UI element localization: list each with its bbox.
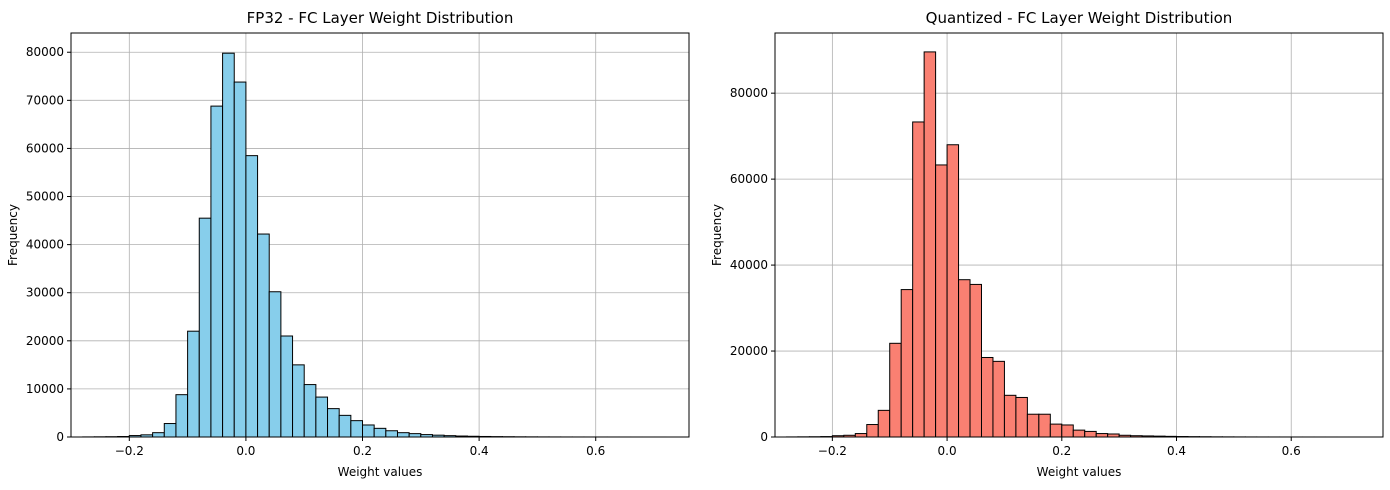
- histogram-bar: [268, 291, 282, 438]
- histogram-bar: [362, 424, 375, 438]
- histogram-bar: [198, 217, 212, 438]
- histogram-bar: [175, 394, 189, 438]
- y-tick-label: 40000: [730, 258, 768, 272]
- grid: [775, 33, 1383, 438]
- x-tick-label: 0.0: [236, 444, 255, 458]
- histogram-bar: [1003, 394, 1017, 438]
- histogram-bar: [315, 396, 329, 438]
- histogram-bar: [327, 408, 340, 438]
- histogram-bar: [889, 342, 902, 438]
- histogram-bar: [854, 433, 868, 438]
- x-axis-label: Weight values: [1037, 465, 1122, 479]
- histogram-bar: [1095, 433, 1109, 438]
- histogram-bar: [338, 414, 352, 438]
- histogram-bar: [385, 430, 398, 438]
- histogram-bar: [958, 279, 971, 438]
- x-tick-label: 0.4: [470, 444, 489, 458]
- y-tick-label: 60000: [26, 141, 64, 155]
- histogram-bar: [1061, 424, 1074, 438]
- x-tick-label: 0.6: [1282, 444, 1301, 458]
- histogram-bar: [280, 335, 294, 438]
- grid: [71, 33, 689, 438]
- histogram-bar: [969, 283, 982, 438]
- x-tick-label: −0.2: [818, 444, 847, 458]
- y-tick-label: 60000: [730, 172, 768, 186]
- histogram-bar: [373, 427, 387, 438]
- y-tick-label: 50000: [26, 190, 64, 204]
- axes-frame: [70, 32, 690, 438]
- y-tick-label: 20000: [26, 334, 64, 348]
- y-axis-label: Frequency: [710, 204, 724, 266]
- histogram-bar: [350, 420, 364, 438]
- x-axis-label: Weight values: [338, 465, 423, 479]
- histogram-bars: [785, 51, 1361, 438]
- y-ticks: 0 20000 40000 60000 80000: [730, 86, 775, 444]
- histogram-bar: [1015, 396, 1028, 438]
- histogram-bar: [1084, 430, 1097, 438]
- x-tick-label: 0.2: [1052, 444, 1071, 458]
- histogram-bar: [1072, 429, 1086, 438]
- histogram-bars: [82, 52, 667, 438]
- chart-fp32: FP32 - FC Layer Weight Distribution Weig…: [6, 9, 690, 479]
- y-ticks: 0 10000 20000 30000 40000 50000 60000 70000 8000…: [26, 45, 71, 444]
- histogram-bar: [980, 356, 994, 438]
- histogram-bar: [396, 432, 410, 438]
- histogram-bar: [992, 360, 1005, 438]
- histogram-bar: [257, 233, 270, 438]
- chart-quantized: Quantized - FC Layer Weight Distribution…: [710, 9, 1384, 479]
- x-ticks: −0.2 0.0 0.2 0.4 0.6: [115, 437, 605, 458]
- histogram-bar: [222, 52, 235, 438]
- histogram-bar: [923, 51, 937, 438]
- histogram-bar: [1049, 423, 1063, 438]
- histogram-bar: [292, 364, 305, 438]
- histogram-bar: [245, 155, 259, 438]
- x-ticks: −0.2 0.0 0.2 0.4 0.6: [818, 437, 1301, 458]
- histogram-bar: [210, 105, 224, 438]
- histogram-bar: [935, 164, 948, 438]
- histogram-bar: [187, 330, 200, 438]
- histogram-bar: [303, 384, 317, 438]
- y-tick-label: 80000: [730, 86, 768, 100]
- histogram-bar: [163, 423, 177, 438]
- chart-title: FP32 - FC Layer Weight Distribution: [247, 9, 514, 27]
- chart-title: Quantized - FC Layer Weight Distribution: [926, 9, 1233, 27]
- histogram-bar: [233, 81, 247, 438]
- axes-frame: [774, 32, 1384, 438]
- y-tick-label: 70000: [26, 93, 64, 107]
- histogram-bar: [1026, 413, 1040, 438]
- histogram-bar: [877, 409, 891, 438]
- histogram-bar: [946, 144, 960, 438]
- y-tick-label: 0: [760, 430, 768, 444]
- y-tick-label: 40000: [26, 238, 64, 252]
- histogram-bar: [152, 432, 165, 438]
- histogram-bar: [866, 424, 879, 438]
- histogram-bar: [900, 289, 914, 438]
- y-tick-label: 0: [56, 430, 64, 444]
- x-tick-label: 0.4: [1167, 444, 1186, 458]
- y-tick-label: 80000: [26, 45, 64, 59]
- y-tick-label: 20000: [730, 344, 768, 358]
- y-tick-label: 10000: [26, 382, 64, 396]
- x-tick-label: 0.6: [586, 444, 605, 458]
- x-tick-label: −0.2: [115, 444, 144, 458]
- histogram-bar: [1038, 413, 1051, 438]
- y-tick-label: 30000: [26, 286, 64, 300]
- y-axis-label: Frequency: [6, 204, 20, 266]
- histogram-bar: [912, 121, 925, 438]
- x-tick-label: 0.0: [938, 444, 957, 458]
- histogram-bar: [408, 433, 422, 438]
- x-tick-label: 0.2: [353, 444, 372, 458]
